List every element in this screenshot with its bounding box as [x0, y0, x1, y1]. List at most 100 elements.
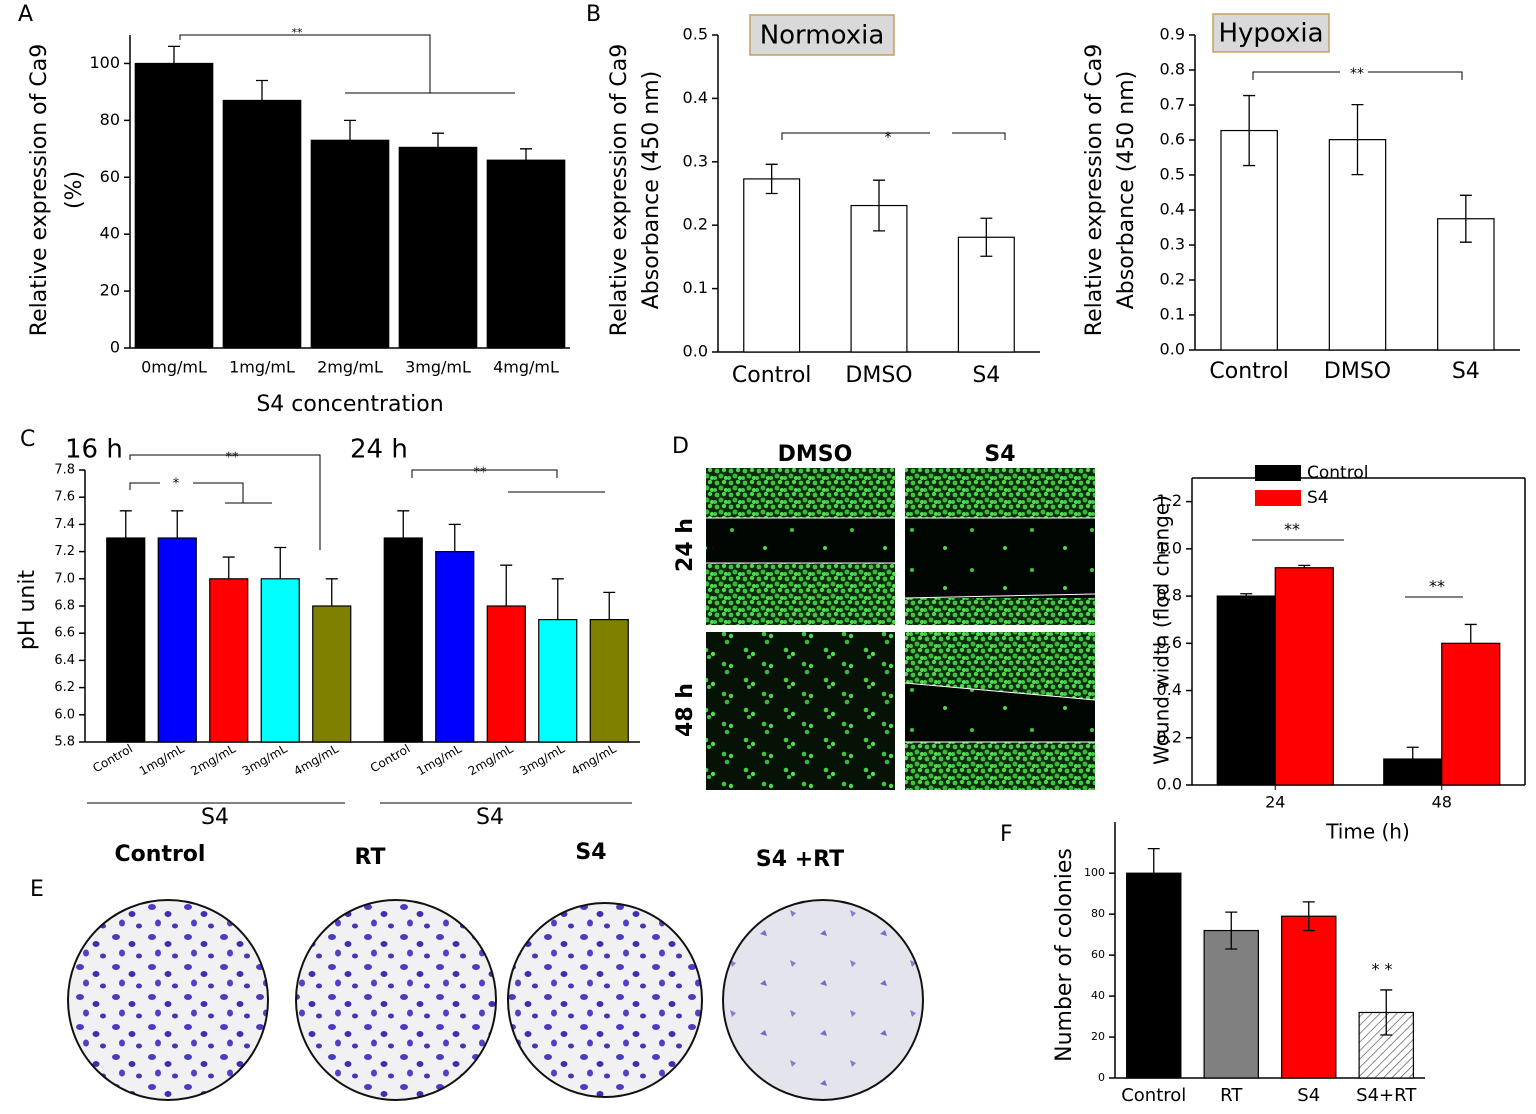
y-tick-label: 1.2 — [1157, 491, 1182, 510]
significance-label: ** — [1350, 66, 1364, 82]
legend-label: Control — [1307, 463, 1368, 483]
x-tick-label: S4 — [972, 363, 1000, 388]
significance-label: ** — [292, 26, 304, 39]
error-bar — [1225, 911, 1238, 950]
chart-title: Hypoxia — [1218, 19, 1323, 49]
error-bar — [222, 556, 235, 579]
legend-label: S4 — [1307, 488, 1329, 508]
bar — [1203, 929, 1259, 1079]
group-title: 24 h — [350, 435, 408, 465]
bar — [1274, 567, 1334, 786]
y-tick-label: 6.0 — [54, 707, 75, 722]
y-tick-label: 0 — [1098, 1071, 1105, 1084]
significance-label: ** — [226, 451, 240, 466]
x-tick-label: Control — [368, 742, 413, 776]
y-tick-label: 0.0 — [1157, 775, 1182, 794]
group-title: 16 h — [65, 435, 123, 465]
y-tick-label: 0.5 — [1160, 165, 1185, 184]
y-tick-label: 60 — [1091, 948, 1105, 961]
y-axis-label: Number of colonies — [1052, 848, 1077, 1062]
error-bar — [873, 179, 885, 232]
error-bar — [1380, 989, 1393, 1036]
error-bar — [256, 79, 268, 101]
significance-label: ** — [1284, 520, 1300, 539]
bar — [209, 578, 249, 743]
bar — [1383, 758, 1443, 786]
significance-label: * — [173, 477, 180, 492]
error-bar — [1298, 564, 1311, 568]
bar — [383, 537, 423, 743]
significance-bracket — [781, 132, 930, 140]
dish-label: Control — [115, 842, 206, 867]
error-bar — [1302, 901, 1315, 932]
dish-label: S4 — [575, 840, 606, 865]
y-tick-label: 0.0 — [1160, 340, 1185, 359]
bar — [106, 537, 146, 743]
error-bar — [980, 217, 993, 257]
y-tick-label: 0.1 — [1160, 305, 1185, 324]
bar — [1220, 129, 1278, 351]
y-tick-label: 0.7 — [1160, 95, 1185, 114]
panel-letter: E — [30, 877, 44, 902]
significance-label: ** — [1429, 577, 1445, 596]
error-bar — [171, 510, 184, 538]
x-axis-label: Time (h) — [1325, 820, 1410, 844]
y-axis-label: Absorbance (450 nm) — [1114, 71, 1139, 310]
bar — [743, 178, 801, 353]
error-bar — [1240, 593, 1253, 597]
panel-letter: C — [20, 427, 35, 452]
y-tick-label: 0.5 — [683, 25, 708, 44]
y-axis-label: pH unit — [15, 570, 40, 651]
bar — [312, 605, 352, 743]
x-tick-label: Control — [1121, 1085, 1186, 1106]
error-bar — [325, 578, 338, 606]
bar — [486, 159, 566, 349]
y-tick-label: 60 — [100, 167, 120, 186]
y-tick-label: 80 — [100, 110, 120, 129]
y-tick-label: 0.9 — [1160, 25, 1185, 44]
dish-label: RT — [355, 845, 386, 870]
y-tick-label: 0.4 — [683, 88, 708, 107]
error-bar — [1464, 623, 1477, 644]
bar — [310, 139, 390, 349]
x-axis-label: S4 concentration — [256, 392, 443, 417]
group-label: S4 — [201, 805, 229, 830]
y-axis-label: Absorbance (450 nm) — [639, 71, 664, 310]
x-tick-label: 24 — [1265, 793, 1285, 812]
x-tick-label: 1mg/mL — [414, 741, 464, 778]
x-tick-label: 2mg/mL — [188, 741, 238, 778]
y-tick-label: 6.2 — [54, 680, 75, 695]
y-tick-label: 0.0 — [683, 342, 708, 361]
y-tick-label: 6.8 — [54, 599, 75, 614]
y-tick-label: 1.0 — [1157, 538, 1182, 557]
error-bar — [551, 578, 564, 620]
significance-label: ** — [474, 466, 488, 481]
y-tick-label: 5.8 — [54, 735, 75, 750]
significance-bracket — [952, 132, 1006, 140]
y-tick-label: 0 — [110, 338, 120, 357]
panel-letter: A — [18, 2, 33, 27]
y-tick-label: 0.6 — [1160, 130, 1185, 149]
x-tick-label: 0mg/mL — [141, 358, 207, 377]
x-tick-label: Control — [732, 363, 812, 388]
error-bar — [432, 132, 444, 148]
bar — [134, 62, 214, 349]
error-bar — [1351, 104, 1364, 176]
y-tick-label: 7.2 — [54, 544, 75, 559]
culture-dishes — [67, 899, 924, 1101]
significance-bracket — [129, 482, 160, 490]
y-tick-label: 0.4 — [1157, 680, 1182, 699]
y-axis-label: Relative expression of Ca9 — [607, 44, 632, 336]
y-tick-label: 6.6 — [54, 626, 75, 641]
significance-label: * * — [1371, 960, 1392, 979]
significance-label: * — [885, 130, 892, 146]
y-tick-label: 0.2 — [683, 215, 708, 234]
error-bar — [119, 510, 132, 538]
bar — [157, 537, 197, 743]
error-bar — [1243, 94, 1256, 167]
x-tick-label: 48 — [1432, 793, 1452, 812]
y-tick-label: 0.1 — [683, 278, 708, 297]
y-axis-label: Wound width (flod change) — [1150, 495, 1174, 765]
error-bar — [765, 163, 778, 195]
